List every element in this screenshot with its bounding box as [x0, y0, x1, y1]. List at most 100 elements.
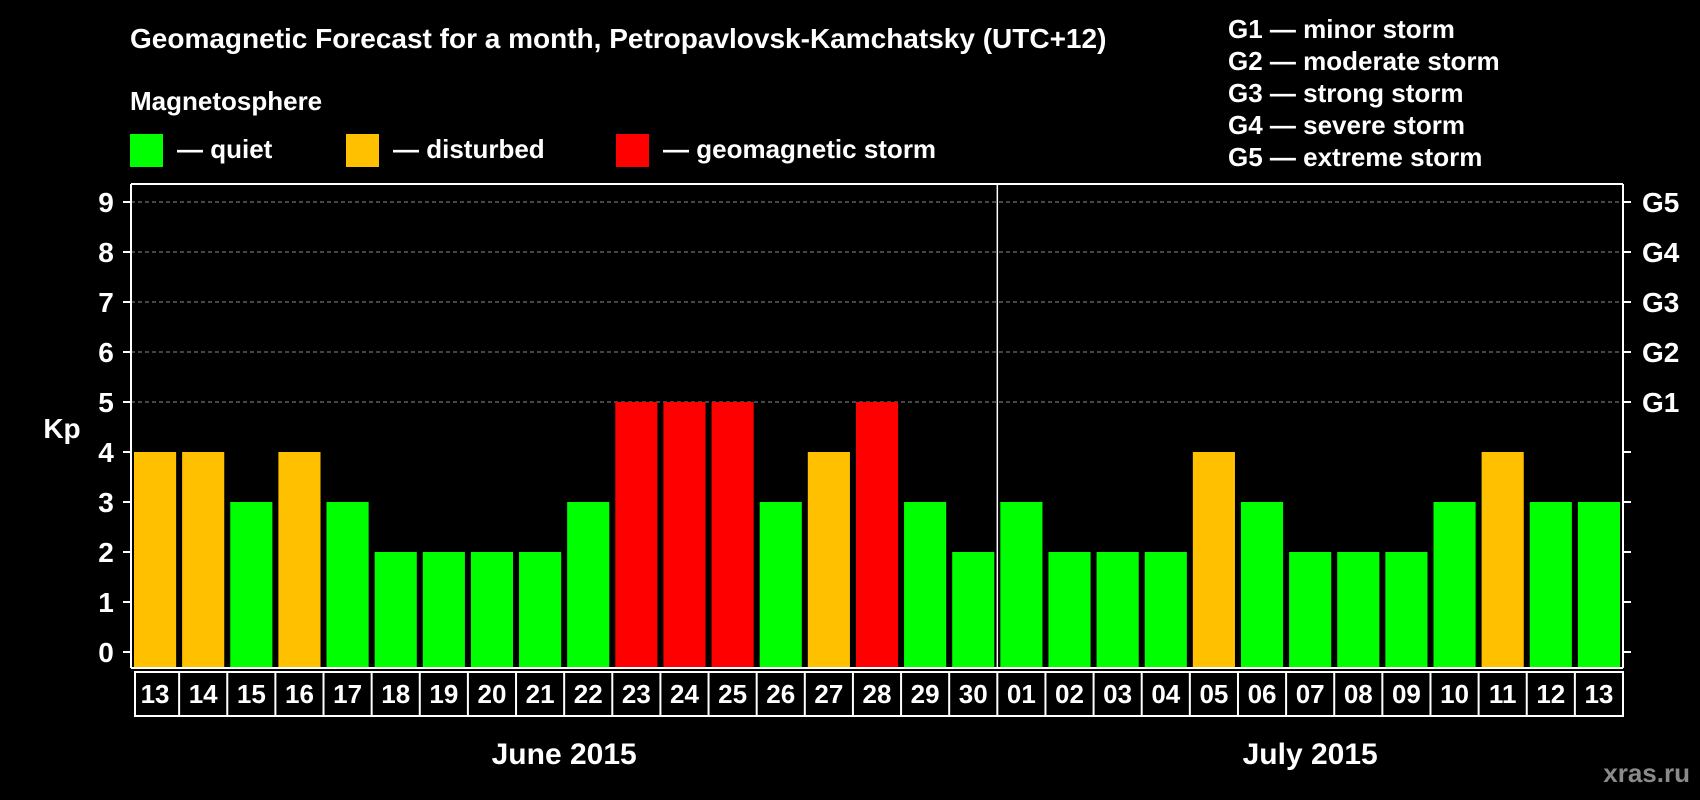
x-tick-label-14: 14	[189, 679, 218, 709]
x-tick-label-06: 06	[1248, 679, 1277, 709]
bar-11	[1481, 452, 1524, 667]
axes: 0 1 2 3 4 5 6 7 8 9 G1 G2 G3 G4 G5	[98, 183, 1680, 669]
x-tick-label-17: 17	[333, 679, 362, 709]
bar-21	[519, 552, 562, 667]
x-tick-label-08: 08	[1344, 679, 1373, 709]
bar-01	[1000, 502, 1043, 667]
x-tick-label-27: 27	[814, 679, 843, 709]
y-axis-label: Kp	[43, 413, 80, 444]
bar-06	[1240, 502, 1284, 667]
x-tick-label-13: 13	[141, 679, 170, 709]
x-tick-label-25: 25	[718, 679, 747, 709]
bar-16	[278, 452, 321, 667]
bar-12	[1529, 502, 1572, 667]
x-tick-label-11: 11	[1489, 679, 1517, 709]
x-tick-label-21: 21	[526, 679, 555, 709]
g-scale-legend-item: G2 — moderate storm	[1228, 46, 1500, 76]
legend-label-disturbed: — disturbed	[393, 134, 545, 164]
month-label: June 2015	[492, 738, 637, 771]
bar-20	[470, 552, 514, 667]
x-tick-label-23: 23	[622, 679, 651, 709]
bar-05	[1192, 452, 1235, 667]
g-scale-legend-item: G3 — strong storm	[1228, 78, 1463, 108]
grid-lines	[131, 201, 1623, 403]
watermark: xras.ru	[1603, 758, 1690, 788]
y-tick-label: 7	[98, 287, 114, 318]
bar-26	[759, 502, 802, 667]
g-tick-label: G2	[1642, 337, 1679, 368]
bar-09	[1385, 552, 1428, 667]
x-tick-label-30: 30	[959, 679, 988, 709]
bars	[134, 402, 1620, 667]
y-tick-label: 1	[98, 587, 114, 618]
bar-30	[952, 552, 995, 667]
x-tick-label-02: 02	[1055, 679, 1084, 709]
chart-title: Geomagnetic Forecast for a month, Petrop…	[130, 23, 1106, 54]
x-tick-label-05: 05	[1199, 679, 1228, 709]
x-label-frame	[134, 671, 1624, 717]
y-tick-label: 5	[98, 387, 114, 418]
g-tick-label: G4	[1642, 237, 1680, 268]
x-tick-labels: 13 14 15 16 17 18 19 20 21 22 23 24 25 26 27 28 29 30 01 02…	[134, 671, 1624, 717]
x-tick-label-29: 29	[911, 679, 940, 709]
bar-13	[134, 452, 177, 667]
legend-label-quiet: — quiet	[177, 134, 273, 164]
x-tick-label-12: 12	[1536, 679, 1565, 709]
x-tick-label-15: 15	[237, 679, 266, 709]
bar-17	[326, 502, 369, 667]
x-tick-label-18: 18	[381, 679, 410, 709]
x-tick-label-09: 09	[1392, 679, 1421, 709]
x-tick-label-13: 13	[1584, 679, 1613, 709]
x-tick-label-19: 19	[429, 679, 458, 709]
bar-27	[807, 452, 850, 667]
bar-04	[1144, 552, 1187, 667]
x-tick-label-16: 16	[285, 679, 314, 709]
legend-title: Magnetosphere	[130, 86, 322, 116]
x-tick-label-28: 28	[863, 679, 892, 709]
month-label: July 2015	[1243, 738, 1378, 771]
month-labels: June 2015 July 2015	[492, 738, 1378, 771]
bar-10	[1433, 502, 1476, 667]
bar-13	[1577, 502, 1620, 667]
y-tick-label: 9	[98, 187, 114, 218]
x-tick-label-04: 04	[1151, 679, 1180, 709]
x-tick-label-07: 07	[1296, 679, 1325, 709]
g-tick-label: G5	[1642, 187, 1679, 218]
legend-swatch-quiet	[130, 134, 163, 167]
g-scale-legend-item: G4 — severe storm	[1228, 110, 1465, 140]
bar-14	[182, 452, 225, 667]
bar-18	[374, 552, 417, 667]
bar-28	[855, 402, 899, 667]
g-scale-legend-item: G5 — extreme storm	[1228, 142, 1482, 172]
bar-29	[904, 502, 947, 667]
y-tick-label: 0	[98, 637, 114, 668]
x-tick-label-10: 10	[1440, 679, 1469, 709]
g-scale-legend-item: G1 — minor storm	[1228, 14, 1455, 44]
bar-08	[1337, 552, 1380, 667]
legend-swatch-disturbed	[346, 134, 379, 167]
y-tick-label: 6	[98, 337, 114, 368]
g-tick-label: G1	[1642, 387, 1679, 418]
x-tick-label-22: 22	[574, 679, 603, 709]
bar-07	[1289, 552, 1332, 667]
bar-24	[663, 402, 706, 667]
color-legend: — quiet — disturbed — geomagnetic storm	[130, 134, 936, 167]
x-tick-label-03: 03	[1103, 679, 1132, 709]
x-tick-label-26: 26	[766, 679, 795, 709]
y-tick-label: 2	[98, 537, 114, 568]
g-tick-label: G3	[1642, 287, 1679, 318]
bar-23	[615, 402, 658, 667]
legend-label-storm: — geomagnetic storm	[663, 134, 936, 164]
legend-swatch-storm	[616, 134, 649, 167]
y-tick-label: 3	[98, 487, 114, 518]
bar-02	[1048, 552, 1091, 667]
x-tick-label-01: 01	[1007, 679, 1036, 709]
x-tick-label-20: 20	[478, 679, 507, 709]
y-tick-label: 4	[98, 437, 114, 468]
x-tick-label-24: 24	[670, 679, 699, 709]
bar-19	[422, 552, 465, 667]
y-tick-label: 8	[98, 237, 114, 268]
bar-03	[1096, 552, 1139, 667]
